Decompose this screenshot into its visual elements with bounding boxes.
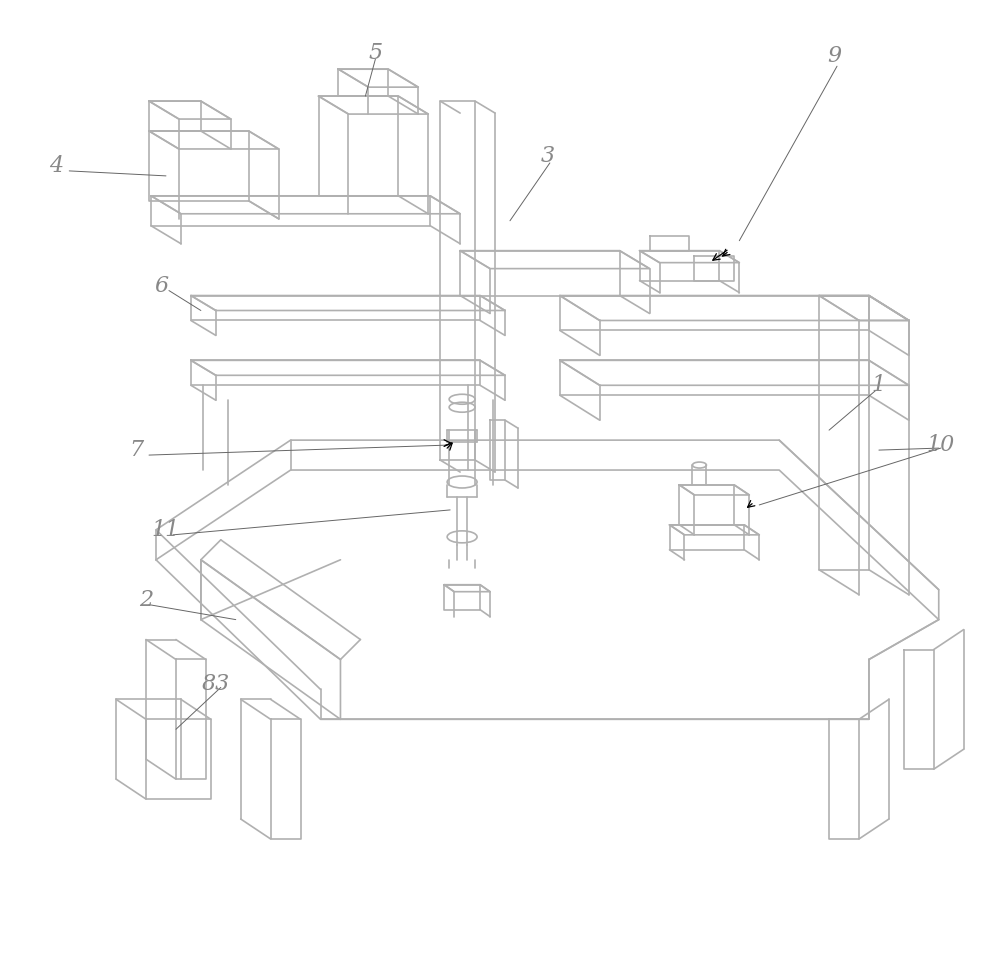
Text: 83: 83 bbox=[202, 673, 230, 695]
Text: 3: 3 bbox=[541, 145, 555, 167]
Text: 7: 7 bbox=[129, 439, 143, 461]
Text: 10: 10 bbox=[927, 434, 955, 456]
Text: 4: 4 bbox=[49, 155, 63, 177]
Text: 1: 1 bbox=[872, 374, 886, 396]
Text: 5: 5 bbox=[368, 43, 382, 64]
Text: 11: 11 bbox=[152, 519, 180, 541]
Text: 2: 2 bbox=[139, 589, 153, 611]
Text: 6: 6 bbox=[154, 275, 168, 297]
Text: 9: 9 bbox=[827, 45, 841, 68]
